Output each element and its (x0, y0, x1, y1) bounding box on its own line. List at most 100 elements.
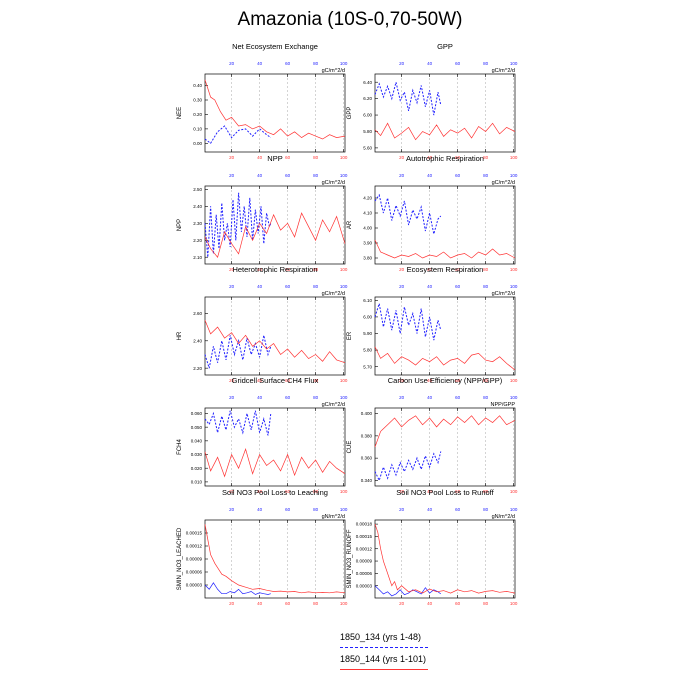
units-label: gC/m^2/d (492, 180, 515, 186)
y-axis-label: SMIN_NO3_RUNOFF (347, 529, 353, 588)
series-line-1850-144 (204, 212, 346, 258)
bottom-tick-label: 80 (483, 155, 489, 160)
series-line-1850-144 (374, 122, 516, 141)
panel-title: Ecosystem Respiration (407, 265, 484, 274)
panel-4: Autotrophic Respiration gC/m^2/d 20 40 60 80 1… (347, 154, 518, 272)
bottom-tick-label: 80 (483, 601, 489, 606)
top-tick-label: 80 (483, 284, 489, 289)
y-axis-label: ER (347, 331, 353, 340)
series-line-1850-134 (204, 410, 272, 436)
y-tick-label: 4.20 (363, 196, 372, 201)
y-tick-label: 5.80 (363, 129, 372, 134)
series-line-1850-134 (204, 335, 272, 369)
bottom-tick-label: 40 (257, 601, 263, 606)
panel-title: NPP (267, 154, 282, 163)
bottom-tick-label: 20 (229, 378, 235, 383)
units-label: NPP/GPP (491, 402, 516, 408)
y-tick-label: 0.00018 (356, 522, 373, 527)
top-tick-label: 80 (483, 61, 489, 66)
bottom-tick-label: 20 (229, 489, 235, 494)
y-tick-label: 0.00003 (356, 583, 373, 588)
bottom-tick-label: 60 (455, 601, 461, 606)
top-tick-label: 20 (229, 395, 235, 400)
bottom-tick-label: 40 (427, 155, 433, 160)
top-tick-label: 80 (483, 395, 489, 400)
bottom-tick-label: 60 (285, 267, 291, 272)
series-line-1850-134 (374, 585, 442, 597)
series-line-1850-144 (374, 239, 516, 259)
page-title: Amazonia (10S-0,70-50W) (237, 9, 463, 30)
y-tick-label: 2.60 (193, 311, 202, 316)
top-tick-label: 80 (483, 507, 489, 512)
bottom-tick-label: 80 (483, 489, 489, 494)
y-tick-label: 2.10 (193, 255, 202, 260)
panel-8: Carbon Use Efficiency (NPP/GPP) NPP/GPP 20… (347, 376, 518, 494)
plot-frame (204, 185, 346, 265)
legend: 1850_134 (yrs 1-48) 1850_144 (yrs 1-101) (340, 632, 440, 676)
y-axis-label: NPP (177, 219, 183, 231)
y-tick-label: 2.20 (193, 366, 202, 371)
bottom-tick-label: 20 (399, 155, 405, 160)
y-tick-label: 0.00009 (356, 559, 373, 564)
panel-title: Autotrophic Respiration (406, 154, 484, 163)
y-tick-label: 0.020 (191, 466, 203, 471)
bottom-tick-label: 80 (483, 267, 489, 272)
panel-6: Ecosystem Respiration gC/m^2/d 20 40 60 80 100… (347, 265, 518, 383)
panel-5: Heterotrophic Respiration gC/m^2/d 20 40 60 8… (177, 265, 348, 383)
top-tick-label: 80 (313, 507, 319, 512)
bottom-tick-label: 100 (510, 489, 518, 494)
y-tick-label: 2.30 (193, 221, 202, 226)
top-tick-label: 20 (399, 395, 405, 400)
plot-frame (204, 519, 346, 599)
top-tick-label: 100 (510, 173, 518, 178)
top-tick-label: 40 (427, 61, 433, 66)
bottom-tick-label: 80 (313, 378, 319, 383)
series-line-1850-144 (374, 523, 516, 594)
y-tick-label: 0.10 (193, 126, 202, 131)
bottom-tick-label: 80 (313, 267, 319, 272)
top-tick-label: 40 (257, 507, 263, 512)
plot-frame (204, 73, 346, 153)
top-tick-label: 100 (510, 284, 518, 289)
y-tick-label: 0.30 (193, 98, 202, 103)
bottom-tick-label: 60 (285, 155, 291, 160)
bottom-tick-label: 60 (455, 489, 461, 494)
top-tick-label: 100 (340, 61, 348, 66)
bottom-tick-label: 60 (455, 155, 461, 160)
y-tick-label: 3.90 (363, 241, 372, 246)
top-tick-label: 60 (455, 395, 461, 400)
top-tick-label: 20 (399, 284, 405, 289)
top-tick-label: 40 (257, 61, 263, 66)
y-tick-label: 2.40 (193, 204, 202, 209)
panel-title: Soil NO3 Pool Loss to Runoff (396, 488, 494, 497)
y-axis-label: SMIN_NO3_LEACHED (177, 527, 183, 590)
y-axis-label: CUE (347, 441, 353, 454)
y-axis-label: GPP (347, 107, 353, 120)
bottom-tick-label: 80 (313, 601, 319, 606)
bottom-tick-label: 100 (340, 378, 348, 383)
units-label: gC/m^2/d (322, 291, 345, 297)
bottom-tick-label: 100 (510, 155, 518, 160)
bottom-tick-label: 60 (455, 378, 461, 383)
y-tick-label: 0.00015 (186, 531, 203, 536)
y-tick-label: 4.10 (363, 211, 372, 216)
y-tick-label: 5.70 (363, 364, 372, 369)
bottom-tick-label: 60 (285, 601, 291, 606)
top-tick-label: 60 (285, 284, 291, 289)
series-line-1850-134 (374, 451, 442, 482)
top-tick-label: 60 (455, 61, 461, 66)
top-tick-label: 20 (399, 173, 405, 178)
bottom-tick-label: 100 (510, 267, 518, 272)
top-tick-label: 80 (483, 173, 489, 178)
y-tick-label: 0.00 (193, 141, 202, 146)
panel-3: NPP gC/m^2/d 20 40 60 80 100 20 40 60 80 100 2.10 2.2… (177, 154, 348, 272)
top-tick-label: 20 (229, 173, 235, 178)
legend-label: 1850_134 (yrs 1-48) (340, 632, 422, 642)
series-line-1850-134 (204, 192, 272, 258)
bottom-tick-label: 60 (455, 267, 461, 272)
y-tick-label: 0.00012 (356, 546, 373, 551)
units-label: gC/m^2/d (322, 180, 345, 186)
y-axis-label: NEE (177, 107, 183, 119)
bottom-tick-label: 100 (340, 489, 348, 494)
bottom-tick-label: 20 (229, 601, 235, 606)
